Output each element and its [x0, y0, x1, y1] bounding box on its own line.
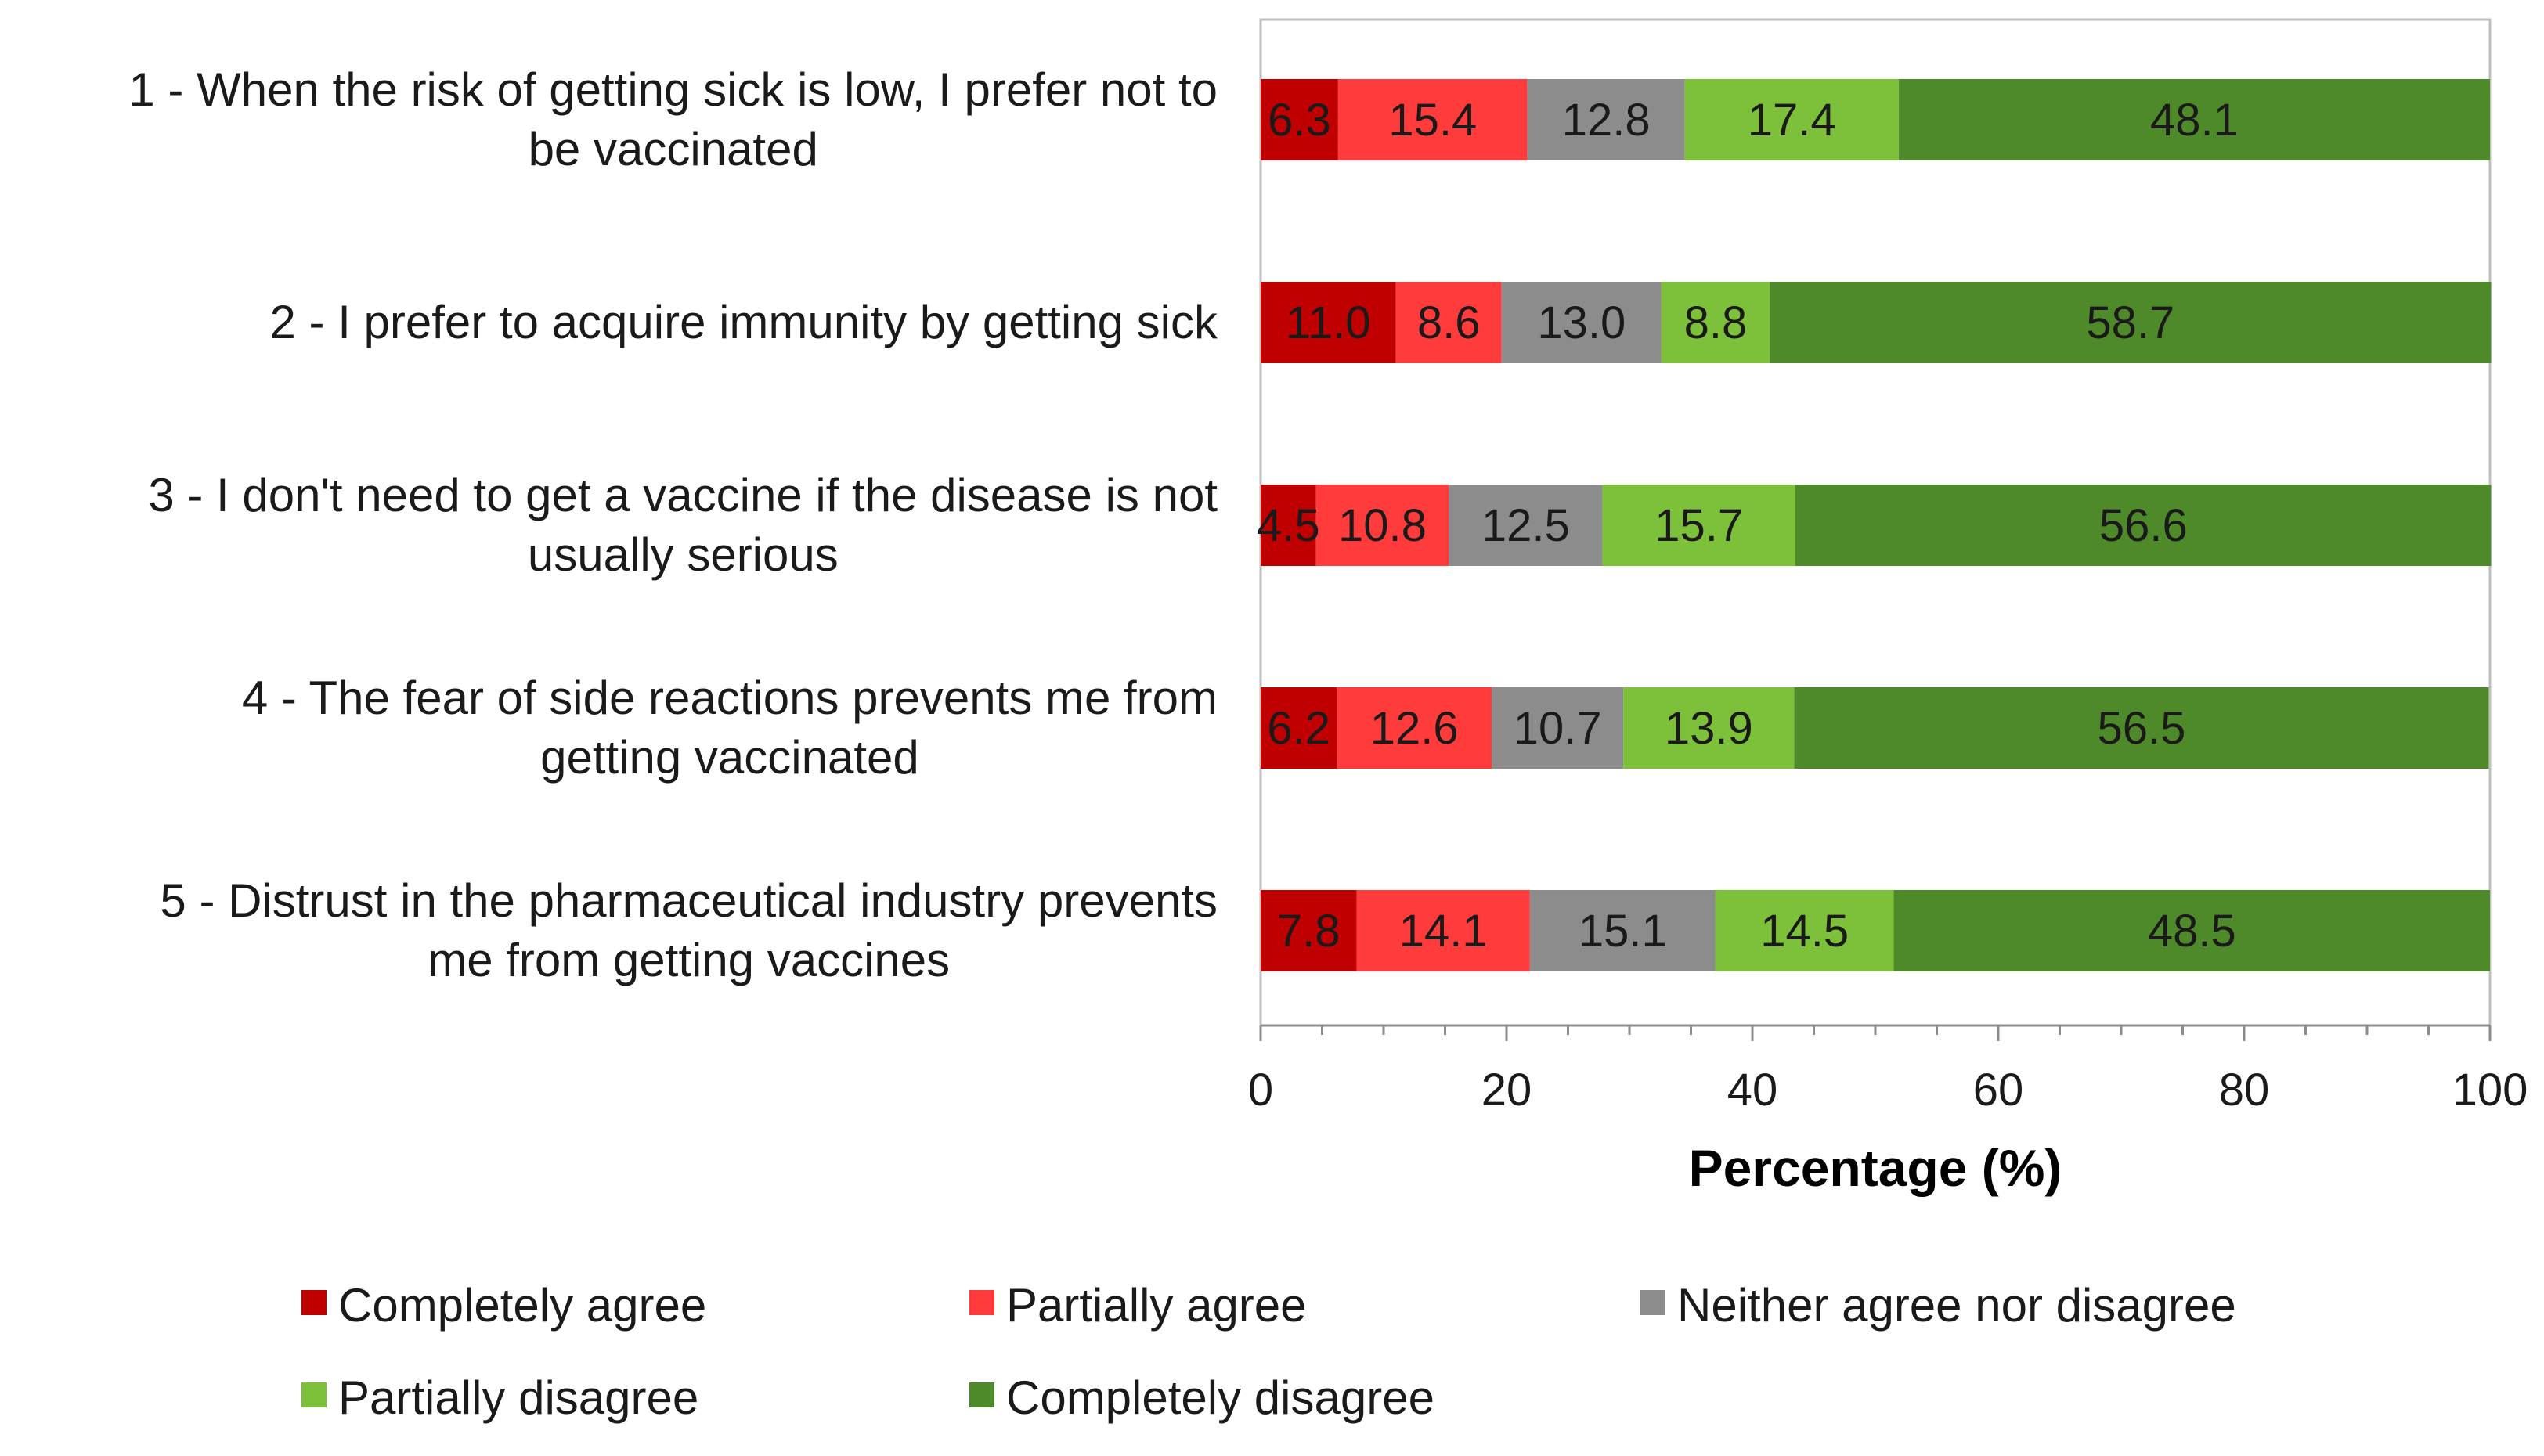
- category-label-4-line-1: 4 - The fear of side reactions prevents …: [242, 672, 1218, 724]
- legend-item-neither-agree-nor-disagree: Neither agree nor disagree: [1640, 1279, 2236, 1332]
- bar-value-label: 7.8: [1277, 906, 1341, 957]
- category-label-3-line-1: 3 - I don't need to get a vaccine if the…: [148, 469, 1218, 521]
- bar-value-label: 17.4: [1748, 95, 1836, 146]
- legend-label: Completely disagree: [1006, 1371, 1434, 1424]
- bar-segment: [1893, 890, 2490, 971]
- legend-label: Completely agree: [338, 1279, 706, 1332]
- legend-item-partially-disagree: Partially disagree: [301, 1371, 698, 1424]
- bar-segment: [1602, 485, 1795, 566]
- bar-segment: [1337, 687, 1492, 769]
- bar-segment: [1261, 282, 1396, 363]
- x-axis-tick-labels: 0 20 40 60 80 100: [1248, 1065, 2528, 1115]
- bar-value-label: 6.2: [1267, 703, 1330, 754]
- category-label-3-line-2: usually serious: [528, 528, 839, 581]
- bar-segment: [1395, 282, 1502, 363]
- bar-segment: [1261, 687, 1337, 769]
- category-label-4-line-2: getting vaccinated: [540, 731, 919, 784]
- legend-swatch: [301, 1382, 327, 1407]
- category-label-1-line-1: 1 - When the risk of getting sick is low…: [128, 63, 1218, 116]
- bar-value-label: 58.7: [2086, 297, 2174, 348]
- bar-segment: [1684, 79, 1899, 160]
- bar-segment: [1261, 890, 1357, 971]
- x-tick-label: 40: [1727, 1065, 1778, 1115]
- category-label-2-line-1: 2 - I prefer to acquire immunity by gett…: [270, 296, 1218, 348]
- legend-swatch: [969, 1290, 994, 1315]
- bar-segment: [1261, 485, 1316, 566]
- bar-segment: [1623, 687, 1795, 769]
- bar-value-label: 56.5: [2097, 703, 2185, 754]
- bar-value-label: 12.6: [1370, 703, 1459, 754]
- bar-value-label: 4.5: [1257, 500, 1320, 551]
- x-axis-ticks: [1259, 1025, 2492, 1041]
- bar-value-label: 12.5: [1481, 500, 1570, 551]
- bar-segment: [1337, 79, 1528, 160]
- bar-value-label: 14.5: [1760, 906, 1849, 957]
- legend-label: Partially agree: [1006, 1279, 1307, 1332]
- bar-value-label: 8.6: [1417, 297, 1481, 348]
- bar-value-label: 48.5: [2148, 906, 2236, 957]
- x-tick-label: 60: [1973, 1065, 2024, 1115]
- bar-segment: [1769, 282, 2492, 363]
- bar-value-label: 15.7: [1655, 500, 1743, 551]
- legend-item-completely-agree: Completely agree: [301, 1279, 706, 1332]
- legend-item-partially-agree: Partially agree: [969, 1279, 1307, 1332]
- bar-segment: [1501, 282, 1662, 363]
- bar-value-label: 10.8: [1338, 500, 1427, 551]
- bar-segment: [1492, 687, 1624, 769]
- bar-value-label: 15.4: [1388, 95, 1477, 146]
- bar-value-label: 14.1: [1399, 906, 1488, 957]
- bar-segment: [1449, 485, 1603, 566]
- bar-value-label: 48.1: [2150, 95, 2239, 146]
- category-label-1-line-2: be vaccinated: [529, 123, 818, 175]
- segment-value-labels: 6.3 15.4 12.8 17.4 48.1 11.0 8.6 13.0 8.8 58.7 4.5…: [1257, 95, 2239, 957]
- bar-value-label: 6.3: [1268, 95, 1331, 146]
- bar-segment: [1527, 79, 1685, 160]
- category-label-5-line-1: 5 - Distrust in the pharmaceutical indus…: [160, 874, 1218, 927]
- bar-value-label: 8.8: [1684, 297, 1748, 348]
- bar-value-label: 12.8: [1562, 95, 1651, 146]
- bar-value-label: 11.0: [1286, 297, 1371, 348]
- legend-item-completely-disagree: Completely disagree: [969, 1371, 1434, 1424]
- bar-segment: [1661, 282, 1770, 363]
- category-labels: 1 - When the risk of getting sick is low…: [128, 63, 1218, 986]
- bar-value-label: 10.7: [1514, 703, 1602, 754]
- x-tick-label: 20: [1481, 1065, 1532, 1115]
- legend-label: Neither agree nor disagree: [1677, 1279, 2236, 1332]
- bar-segment: [1715, 890, 1894, 971]
- bar-segments: [1261, 79, 2492, 971]
- x-tick-label: 0: [1248, 1065, 1273, 1115]
- bar-segment: [1261, 79, 1338, 160]
- bar-segment: [1794, 687, 2489, 769]
- x-axis: 0 20 40 60 80 100: [1248, 1024, 2528, 1115]
- bar-segment: [1315, 485, 1449, 566]
- legend-swatch: [1640, 1290, 1665, 1315]
- x-tick-label: 80: [2219, 1065, 2270, 1115]
- bar-value-label: 15.1: [1579, 906, 1667, 957]
- bar-segment: [1529, 890, 1716, 971]
- bar-segment: [1795, 485, 2492, 566]
- x-tick-label: 100: [2452, 1065, 2528, 1115]
- category-label-5-line-2: me from getting vaccines: [428, 934, 950, 986]
- legend-label: Partially disagree: [338, 1371, 698, 1424]
- legend: Completely agree Partially agree Neither a…: [301, 1279, 2236, 1424]
- bar-segment: [1356, 890, 1530, 971]
- legend-swatch: [969, 1382, 994, 1407]
- legend-swatch: [301, 1290, 327, 1315]
- x-axis-title: Percentage (%): [1689, 1139, 2062, 1197]
- bar-value-label: 13.0: [1537, 297, 1626, 348]
- bar-value-label: 56.6: [2099, 500, 2188, 551]
- bar-value-label: 13.9: [1665, 703, 1753, 754]
- bar-segment: [1898, 79, 2490, 160]
